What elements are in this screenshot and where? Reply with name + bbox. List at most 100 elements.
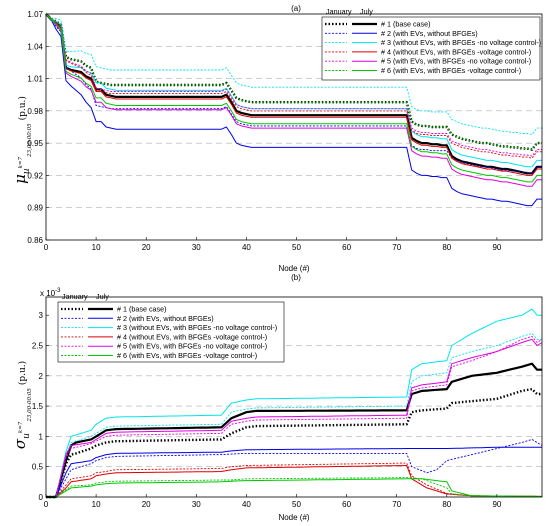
y-tick-label: 0.92: [27, 171, 43, 180]
x-tick-label: 90: [492, 243, 501, 252]
legend-b: January July # 1 (base case)# 2 (with EVs,…: [57, 292, 285, 363]
y-axis-subscript-a: u: [22, 168, 32, 174]
y-tick-label: 0.5: [32, 463, 44, 472]
series-group-a: [45, 13, 542, 207]
legend-entry: # 6 (with EVs, with BFGEs -voltage contr…: [117, 351, 257, 360]
series-line-january-5: [45, 13, 542, 157]
chart-panel-a: (a) 0 10 20 30 40 50 60 70 80 900.860.890.920.950…: [11, 4, 543, 273]
legend-entry: # 5 (with EVs, with BFGEs -no voltage co…: [381, 57, 531, 66]
legend-entry: # 1 (base case): [381, 20, 431, 29]
series-line-july-5: [45, 13, 542, 187]
series-line-july-2: [46, 446, 542, 498]
plot-frame-b: [45, 296, 543, 498]
series-line-july-1: [46, 362, 542, 499]
x-tick-label: 30: [192, 243, 201, 252]
x-tick-label: 60: [342, 500, 351, 509]
plot-frame-a: [45, 13, 543, 241]
ticks-a: 0 10 20 30 40 50 60 70 80 90 0.86 0.89 0.92 0.95 0.98 1…: [27, 10, 501, 252]
legend-entry: # 3 (without EVs, with BFGEs -no voltage…: [381, 38, 541, 47]
series-line-january-4: [45, 13, 542, 159]
x-tick-label: 30: [192, 500, 201, 509]
x-tick-label: 70: [392, 243, 401, 252]
legend-entry: # 2 (with EVs, without BFGEs): [381, 29, 478, 38]
series-line-january-1: [46, 387, 542, 499]
legend-entry: # 5 (with EVs, with BFGEs -no voltage co…: [117, 342, 267, 351]
x-tick-label: 40: [242, 500, 251, 509]
x-tick-label: 40: [242, 243, 251, 252]
series-line-july-6: [45, 13, 542, 183]
exponent-base-b: x 10: [40, 289, 56, 298]
y-tick-label: 0.98: [27, 107, 43, 116]
y-axis-unit-a: (p.u.): [17, 96, 28, 120]
x-tick-label: 90: [492, 500, 501, 509]
series-line-january-3: [45, 13, 542, 135]
legend-entry: # 6 (with EVs, with BFGEs -voltage contr…: [381, 66, 521, 75]
y-axis-symbol-a: μ: [11, 174, 29, 184]
legend-entry: # 3 (without EVs, with BFGEs -no voltage…: [117, 323, 277, 332]
exponent-label-b: x 10-3: [40, 288, 61, 298]
legend-header-july: July: [360, 7, 373, 16]
y-tick-label: 2.5: [32, 341, 44, 350]
series-line-january-6: [46, 477, 542, 498]
y-tick-label: 0.89: [27, 204, 43, 213]
ticks-b: 0 10 20 30 40 50 60 70 80 90 0 0.5 1 1.5 2 2.5 3: [32, 311, 502, 509]
legend-entry: # 4 (without EVs, with BFGEs -voltage co…: [117, 332, 267, 341]
series-line-january-3: [46, 332, 542, 498]
y-axis-subscript2-a: 23,00-00:05: [27, 123, 33, 158]
series-line-july-4: [45, 13, 542, 176]
legend-entry: # 1 (base case): [117, 305, 167, 314]
y-axis-label-a: μuk=723,00-00:05 (p.u.): [11, 96, 33, 184]
y-axis-subscript2-b: 23,00-00:05: [27, 388, 33, 423]
x-tick-label: 0: [44, 243, 49, 252]
x-tick-label: 80: [442, 243, 451, 252]
legend-a: January July # 1 (base case)# 2 (with EVs,…: [321, 7, 541, 81]
series-line-july-1: [45, 13, 542, 175]
y-axis-unit-b: (p.u.): [17, 361, 28, 385]
y-axis-symbol-b: σ: [11, 438, 29, 449]
series-line-july-2: [45, 13, 542, 207]
series-line-july-3: [46, 308, 542, 498]
legend-entry: # 2 (with EVs, without BFGEs): [117, 314, 214, 323]
series-line-july-6: [46, 478, 542, 498]
exponent-power-b: -3: [55, 288, 61, 294]
legend-header-july: July: [96, 292, 109, 301]
series-line-january-4: [46, 462, 542, 498]
grid-b: [46, 345, 542, 467]
y-tick-label: 0.95: [27, 139, 43, 148]
legend-box: [321, 16, 541, 81]
x-axis-label-a: Node (#): [278, 264, 309, 273]
x-tick-label: 20: [142, 243, 151, 252]
x-tick-label: 0: [44, 500, 49, 509]
x-tick-label: 20: [142, 500, 151, 509]
x-axis-label-b: Node (#): [278, 513, 309, 522]
x-tick-label: 50: [292, 243, 301, 252]
panel-label-a: (a): [291, 4, 301, 13]
x-tick-label: 10: [92, 243, 101, 252]
y-tick-label: 1.04: [27, 42, 43, 51]
series-group-b: [46, 308, 543, 499]
y-tick-label: 0: [39, 493, 44, 502]
y-tick-label: 1.5: [32, 402, 44, 411]
x-tick-label: 80: [442, 500, 451, 509]
y-axis-subscript-b: u: [22, 433, 32, 439]
y-tick-label: 1.01: [27, 75, 43, 84]
y-tick-label: 2: [39, 372, 44, 381]
y-axis-superscript-b: k=7: [18, 421, 24, 433]
legend-entry: # 4 (without EVs, with BFGEs -voltage co…: [381, 47, 531, 56]
y-axis-label-b: σuk=723,00-00:05 (p.u.): [11, 361, 33, 449]
y-tick-label: 0.86: [27, 236, 43, 245]
x-tick-label: 50: [292, 500, 301, 509]
series-line-january-6: [45, 13, 542, 151]
y-tick-label: 1: [39, 432, 44, 441]
legend-header-january: January: [62, 292, 88, 301]
x-tick-label: 10: [92, 500, 101, 509]
svg-text:σuk=723,00-00:05(p.u.): σuk=723,00-00:05 (p.u.): [11, 361, 33, 449]
chart-panel-b: (b) x 10-3 0 10 20 30 40 50 60 70 80 9000.511.522…: [11, 273, 543, 522]
y-tick-label: 1.07: [27, 10, 43, 19]
legend-header-january: January: [326, 7, 352, 16]
legend-box: [57, 301, 285, 363]
y-tick-label: 3: [39, 311, 44, 320]
svg-text:μuk=723,00-00:05(p.u.): μuk=723,00-00:05 (p.u.): [11, 96, 33, 184]
panel-label-b: (b): [291, 273, 301, 282]
